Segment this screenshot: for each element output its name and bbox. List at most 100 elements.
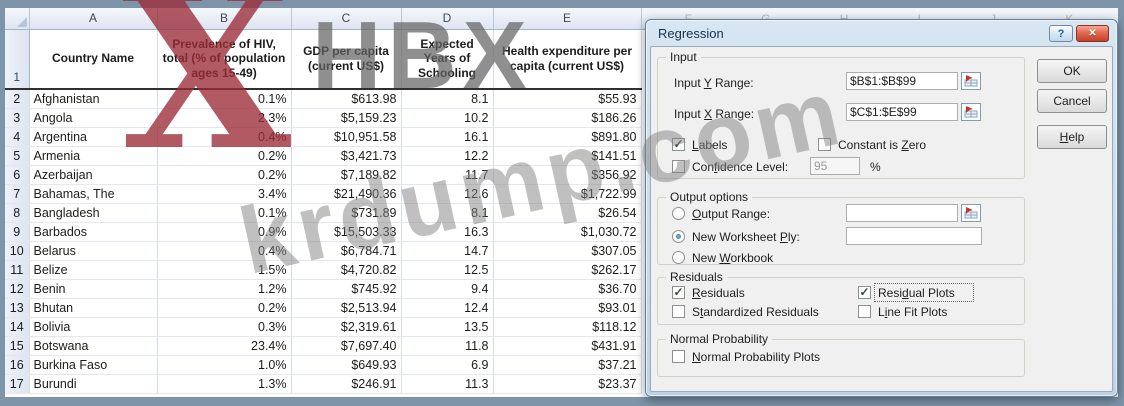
cell-school[interactable]: 14.7 [401, 241, 494, 261]
labels-checkbox-label[interactable]: Labels [692, 138, 728, 152]
cell-health[interactable]: $356.92 [493, 165, 642, 185]
range-selector-icon[interactable] [961, 72, 981, 90]
cell-health[interactable]: $431.91 [493, 336, 642, 356]
cell-health[interactable]: $141.51 [493, 146, 642, 166]
cell-hiv[interactable]: 0.1% [157, 203, 292, 223]
cell-gdp[interactable]: $6,784.71 [291, 241, 402, 261]
cell-country[interactable]: Bangladesh [29, 203, 158, 223]
cell-health[interactable]: $26.54 [493, 203, 642, 223]
cell-school[interactable]: 8.1 [401, 89, 494, 109]
output-range-label[interactable]: Output Range: [692, 207, 771, 221]
cell-school[interactable]: 12.2 [401, 146, 494, 166]
cell-country[interactable]: Afghanistan [29, 89, 158, 109]
cell-gdp[interactable]: $613.98 [291, 89, 402, 109]
cell-gdp[interactable]: $15,503.33 [291, 222, 402, 242]
cell-school[interactable]: 11.7 [401, 165, 494, 185]
cell-school[interactable]: 16.3 [401, 222, 494, 242]
cell-health[interactable]: $55.93 [493, 89, 642, 109]
residual-plots-label[interactable]: Residual Plots [878, 286, 955, 300]
cell-country[interactable]: Belize [29, 260, 158, 280]
new-workbook-radio[interactable] [672, 251, 685, 264]
cell-country[interactable]: Armenia [29, 146, 158, 166]
cell-hiv[interactable]: 0.9% [157, 222, 292, 242]
cell-health[interactable]: $1,722.99 [493, 184, 642, 204]
constant-zero-checkbox[interactable] [818, 138, 831, 151]
cell-gdp[interactable]: $7,189.82 [291, 165, 402, 185]
normal-probability-plots-label[interactable]: Normal Probability Plots [692, 350, 821, 364]
col-header-c[interactable]: C [291, 8, 402, 30]
cell-school[interactable]: 9.4 [401, 279, 494, 299]
row-number[interactable]: 7 [5, 184, 30, 204]
row-number[interactable]: 1 [5, 29, 30, 90]
row-number[interactable]: 17 [5, 374, 30, 394]
cell-hiv[interactable]: 1.3% [157, 374, 292, 394]
cell-country[interactable]: Barbados [29, 222, 158, 242]
input-y-range-field[interactable] [846, 72, 958, 90]
cell-health[interactable]: $186.26 [493, 108, 642, 128]
cell-hiv[interactable]: 1.0% [157, 355, 292, 375]
header-country[interactable]: Country Name [29, 29, 158, 90]
cell-country[interactable]: Bolivia [29, 317, 158, 337]
confidence-value-field[interactable] [810, 157, 860, 175]
cell-health[interactable]: $23.37 [493, 374, 642, 394]
row-number[interactable]: 13 [5, 298, 30, 318]
cell-gdp[interactable]: $5,159.23 [291, 108, 402, 128]
header-hiv[interactable]: Prevalence of HIV, total (% of populatio… [157, 29, 292, 90]
cell-health[interactable]: $93.01 [493, 298, 642, 318]
cell-country[interactable]: Bahamas, The [29, 184, 158, 204]
ok-button[interactable]: OK [1037, 59, 1107, 83]
row-number[interactable]: 4 [5, 127, 30, 147]
line-fit-plots-checkbox[interactable] [858, 305, 871, 318]
row-number[interactable]: 14 [5, 317, 30, 337]
cell-country[interactable]: Benin [29, 279, 158, 299]
cell-school[interactable]: 8.1 [401, 203, 494, 223]
cell-school[interactable]: 12.6 [401, 184, 494, 204]
row-number[interactable]: 3 [5, 108, 30, 128]
cell-hiv[interactable]: 1.5% [157, 260, 292, 280]
cell-hiv[interactable]: 0.1% [157, 89, 292, 109]
row-number[interactable]: 16 [5, 355, 30, 375]
cell-school[interactable]: 10.2 [401, 108, 494, 128]
cell-gdp[interactable]: $2,319.61 [291, 317, 402, 337]
cell-health[interactable]: $37.21 [493, 355, 642, 375]
range-selector-icon[interactable] [961, 204, 981, 222]
confidence-label[interactable]: Confidence Level: [692, 160, 789, 174]
cell-school[interactable]: 13.5 [401, 317, 494, 337]
col-header-e[interactable]: E [493, 8, 642, 30]
col-header-b[interactable]: B [157, 8, 292, 30]
cell-hiv[interactable]: 0.2% [157, 165, 292, 185]
row-number[interactable]: 8 [5, 203, 30, 223]
residuals-checkbox-label[interactable]: Residuals [692, 286, 745, 300]
output-range-field[interactable] [846, 204, 958, 222]
cell-hiv[interactable]: 23.4% [157, 336, 292, 356]
cell-school[interactable]: 16.1 [401, 127, 494, 147]
normal-probability-plots-checkbox[interactable] [672, 350, 685, 363]
select-all-corner[interactable] [5, 8, 30, 30]
residual-plots-checkbox-checked-icon[interactable]: ✓ [858, 285, 871, 299]
row-number[interactable]: 15 [5, 336, 30, 356]
cell-country[interactable]: Belarus [29, 241, 158, 261]
constant-zero-label[interactable]: Constant is Zero [838, 138, 927, 152]
cell-hiv[interactable]: 2.3% [157, 108, 292, 128]
help-icon[interactable]: ? [1049, 25, 1073, 42]
cell-hiv[interactable]: 3.4% [157, 184, 292, 204]
header-health[interactable]: Health expenditure per capita (current U… [493, 29, 642, 90]
standardized-residuals-label[interactable]: Standardized Residuals [692, 305, 819, 319]
cell-health[interactable]: $307.05 [493, 241, 642, 261]
cell-gdp[interactable]: $3,421.73 [291, 146, 402, 166]
cell-hiv[interactable]: 0.2% [157, 146, 292, 166]
cell-gdp[interactable]: $7,697.40 [291, 336, 402, 356]
confidence-checkbox[interactable] [672, 160, 685, 173]
residuals-checkbox-checked-icon[interactable]: ✓ [672, 285, 685, 299]
cell-gdp[interactable]: $10,951.58 [291, 127, 402, 147]
cell-country[interactable]: Botswana [29, 336, 158, 356]
labels-checkbox-checked-icon[interactable]: ✓ [672, 137, 685, 151]
new-workbook-label[interactable]: New Workbook [692, 251, 774, 265]
dialog-titlebar[interactable]: Regression ? ✕ [646, 20, 1117, 46]
cell-country[interactable]: Burundi [29, 374, 158, 394]
row-number[interactable]: 10 [5, 241, 30, 261]
new-worksheet-field[interactable] [846, 227, 982, 245]
cell-gdp[interactable]: $4,720.82 [291, 260, 402, 280]
cell-country[interactable]: Argentina [29, 127, 158, 147]
